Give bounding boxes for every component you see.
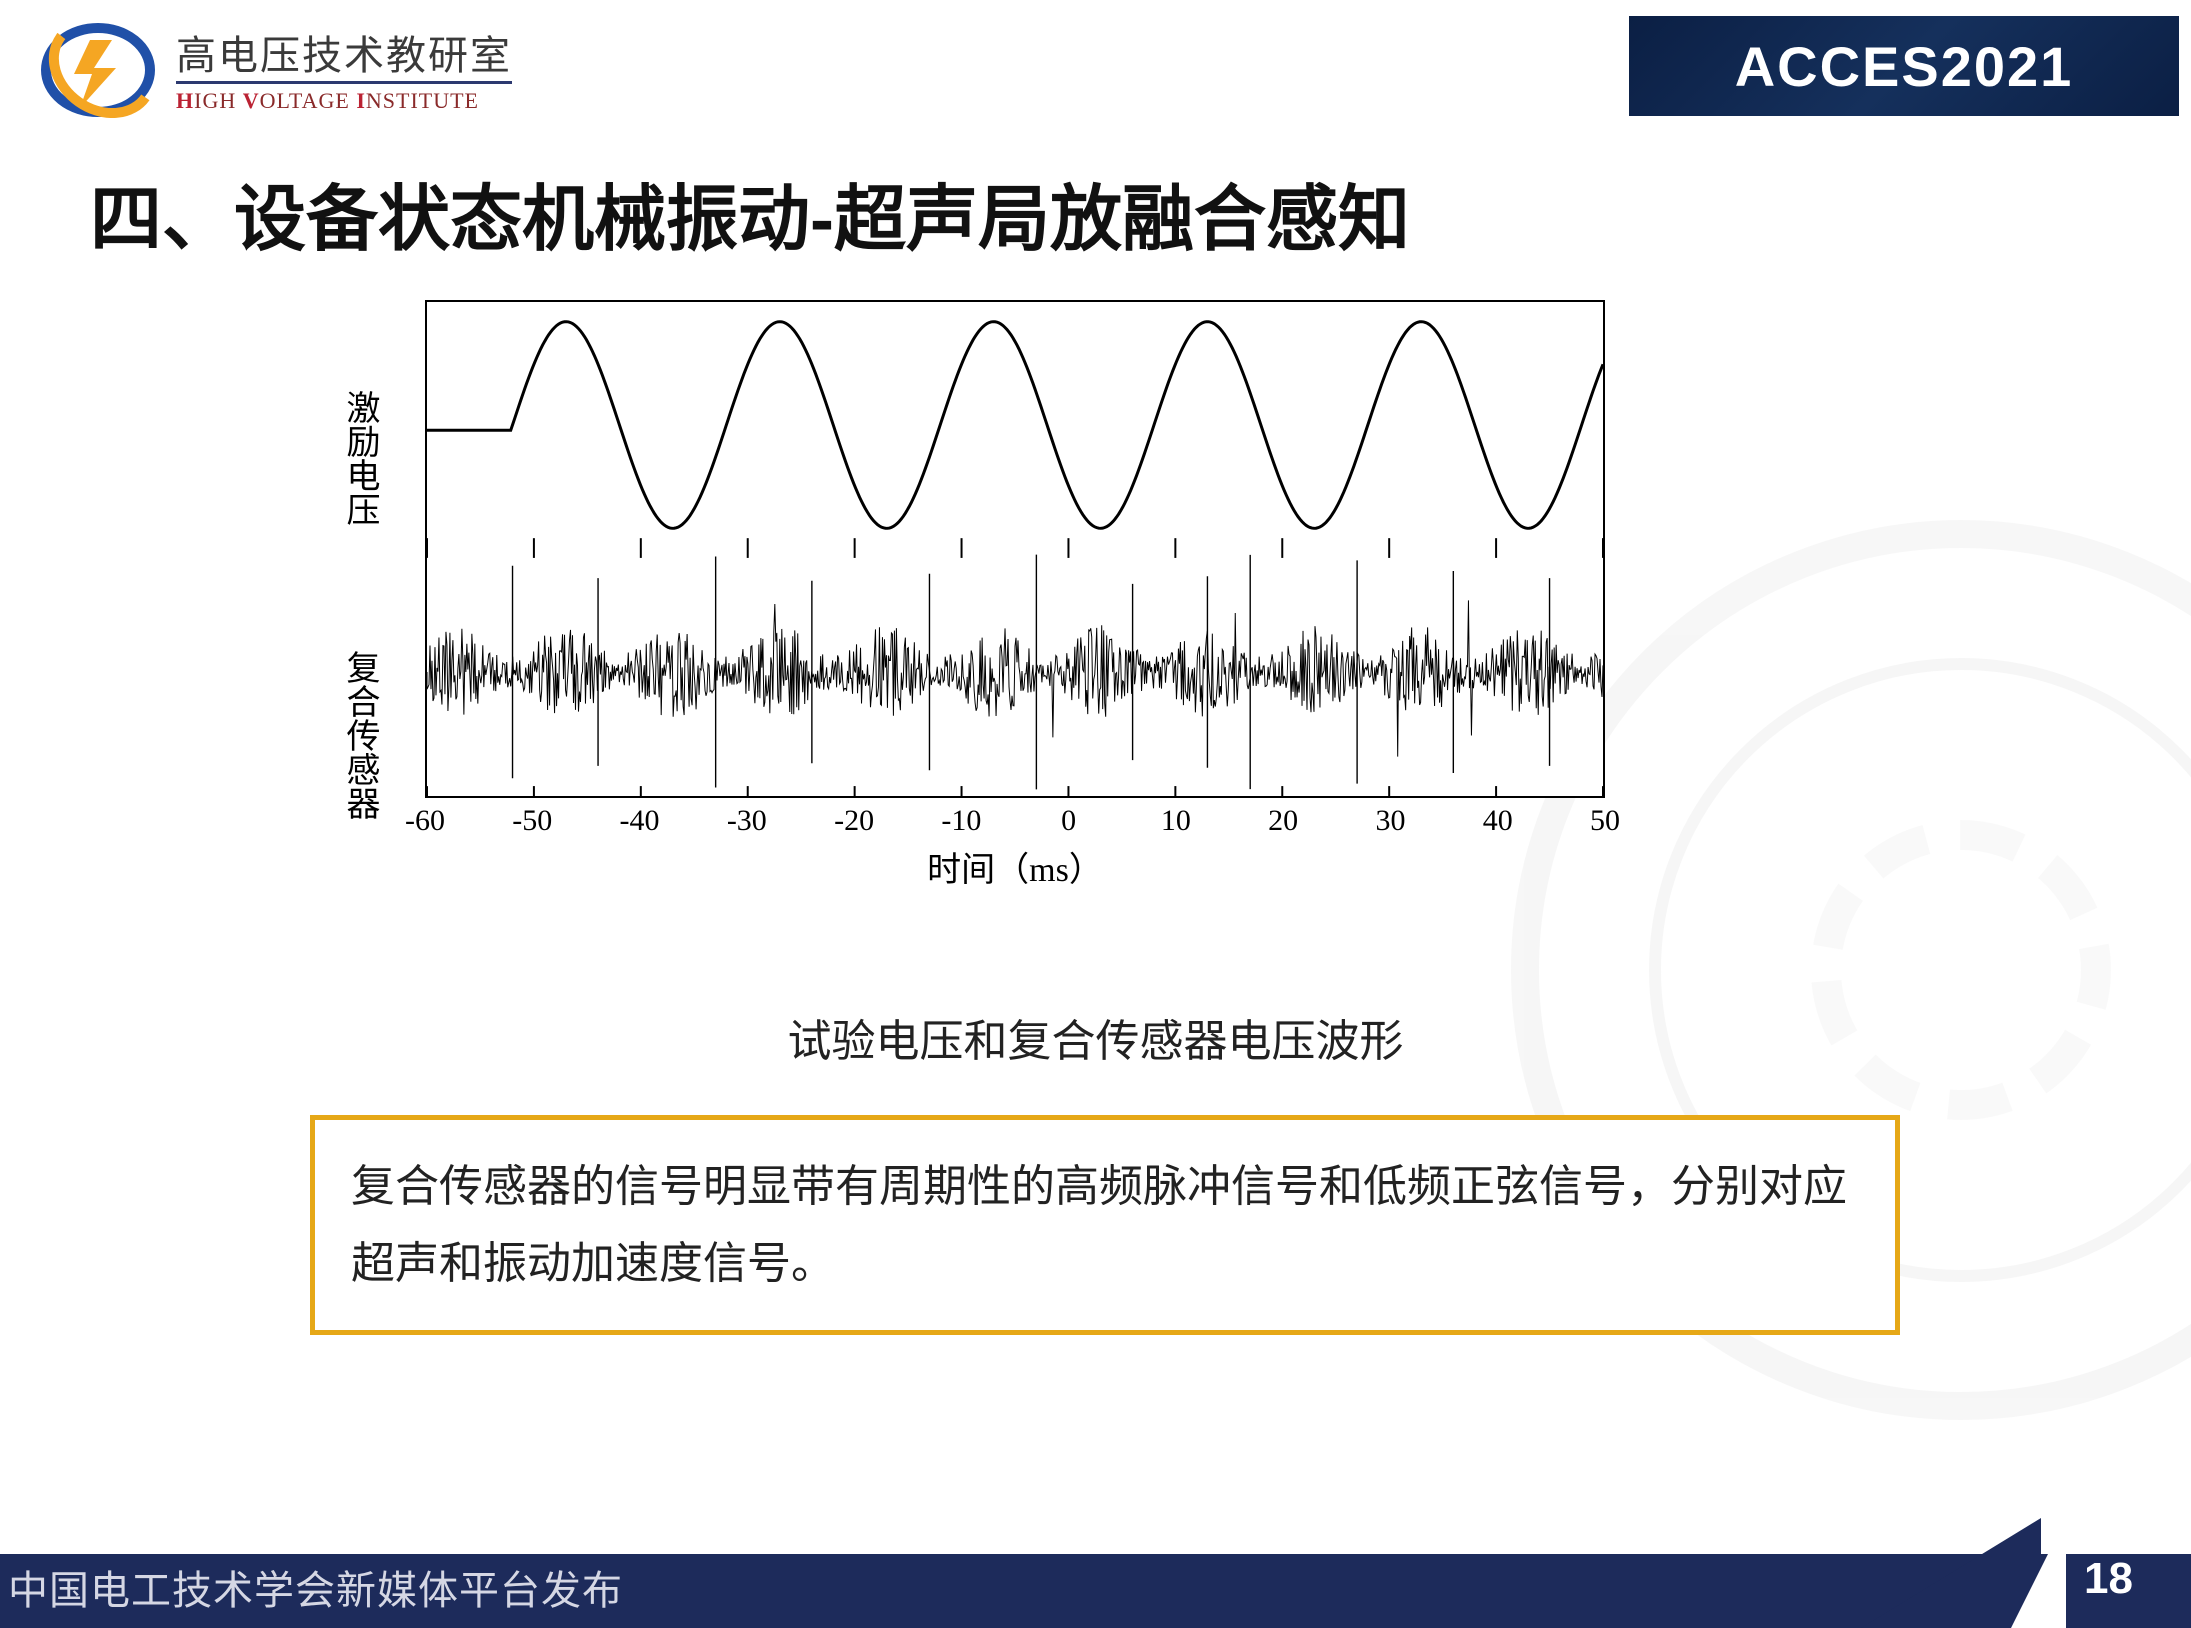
xtick-label: 10 (1161, 804, 1191, 838)
footer-accent-2 (2011, 1518, 2066, 1628)
page-number: 18 (2084, 1554, 2133, 1604)
panel2-ylabel: 复合传感器 (335, 650, 384, 820)
xtick-label: 50 (1590, 804, 1620, 838)
bolt-icon (40, 18, 160, 118)
xtick-label: -50 (512, 804, 552, 838)
xtick-label: -10 (941, 804, 981, 838)
xtick-label: 0 (1061, 804, 1076, 838)
panel1-ylabel: 激励电压 (335, 390, 384, 526)
xtick-label: 20 (1268, 804, 1298, 838)
brand-year: 2021 (1941, 34, 2074, 99)
org-logo: 高电压技术教研室 HIGH VOLTAGE INSTITUTE (40, 18, 512, 118)
xtick-label: -40 (620, 804, 660, 838)
figure-caption: 试验电压和复合传感器电压波形 (0, 1005, 2191, 1069)
footer-publisher: 中国电工技术学会新媒体平台发布 (8, 1558, 623, 1616)
slide-header: 高电压技术教研室 HIGH VOLTAGE INSTITUTE ACCES202… (0, 10, 2191, 130)
xtick-label: -60 (405, 804, 445, 838)
xtick-label: -30 (727, 804, 767, 838)
org-name-cn: 高电压技术教研室 (176, 23, 512, 81)
xtick-label: 30 (1375, 804, 1405, 838)
x-axis-label: 时间（ms） (425, 842, 1605, 891)
x-axis-ticks: -60-50-40-30-20-1001020304050 (425, 798, 1605, 838)
waveform-chart: 激励电压 复合传感器 -60-50-40-30-20-1001020304050… (385, 300, 1645, 891)
section-heading: 四、设备状态机械振动-超声局放融合感知 (90, 160, 1410, 265)
panel-composite-sensor (425, 548, 1605, 798)
xtick-label: -20 (834, 804, 874, 838)
org-name-en: HIGH VOLTAGE INSTITUTE (176, 81, 512, 114)
brand-name: ACCES (1735, 34, 1941, 99)
xtick-label: 40 (1483, 804, 1513, 838)
conference-brand: ACCES2021 (1629, 16, 2179, 116)
highlight-callout: 复合传感器的信号明显带有周期性的高频脉冲信号和低频正弦信号，分别对应超声和振动加… (310, 1115, 1900, 1335)
panel-excitation-voltage (425, 300, 1605, 550)
